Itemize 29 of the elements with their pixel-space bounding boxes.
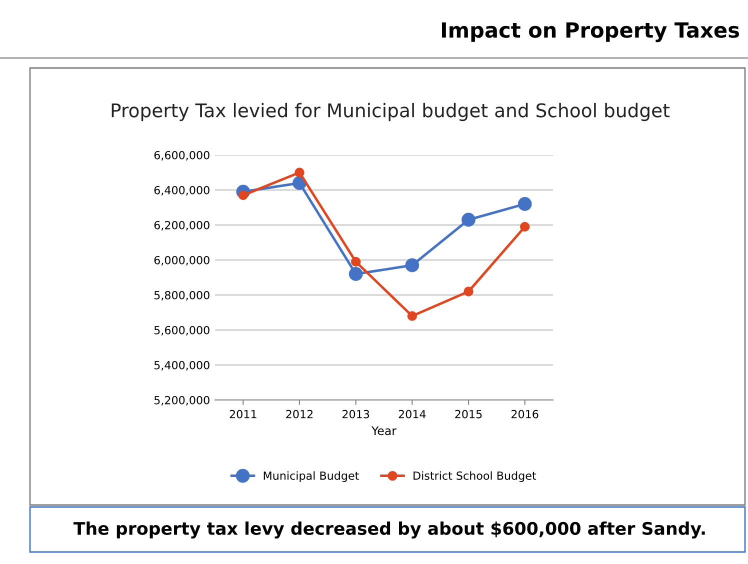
y-tick-label: 5,200,000 (154, 396, 210, 406)
legend-label: Municipal Budget (264, 471, 359, 482)
legend-label: District School Budget (414, 471, 536, 482)
point (407, 311, 418, 321)
x-tick-label: 2016 (512, 410, 538, 418)
point (350, 256, 361, 267)
point (518, 197, 532, 211)
x-tick-label: 2015 (455, 410, 482, 418)
x-tick-label: 2011 (230, 410, 256, 418)
y-tick-label: 5,800,000 (154, 290, 210, 301)
point (464, 286, 474, 296)
chart-title: Impact on Property Taxes (442, 22, 740, 42)
x-tick-label: 2014 (398, 410, 426, 418)
point (405, 258, 420, 272)
point (294, 168, 304, 178)
y-tick-label: 6,200,000 (154, 220, 210, 231)
y-tick-label: 6,000,000 (154, 256, 210, 266)
y-tick-label: 5,600,000 (154, 326, 210, 336)
point (348, 267, 363, 281)
y-tick-label: 6,600,000 (154, 150, 210, 161)
chart-subtitle: Property Tax levied for Municipal budget and School budget (112, 102, 670, 122)
x-tick-label: 2013 (342, 410, 370, 418)
point (462, 212, 476, 227)
y-tick-label: 5,400,000 (154, 360, 210, 371)
x-tick-label: 2012 (286, 410, 313, 418)
y-tick-label: 6,400,000 (154, 186, 210, 196)
point (520, 222, 530, 232)
text: The property tax levy decreased by about $600,000 after Sandy. (73, 522, 705, 538)
x-axis-title: Year (371, 426, 396, 436)
